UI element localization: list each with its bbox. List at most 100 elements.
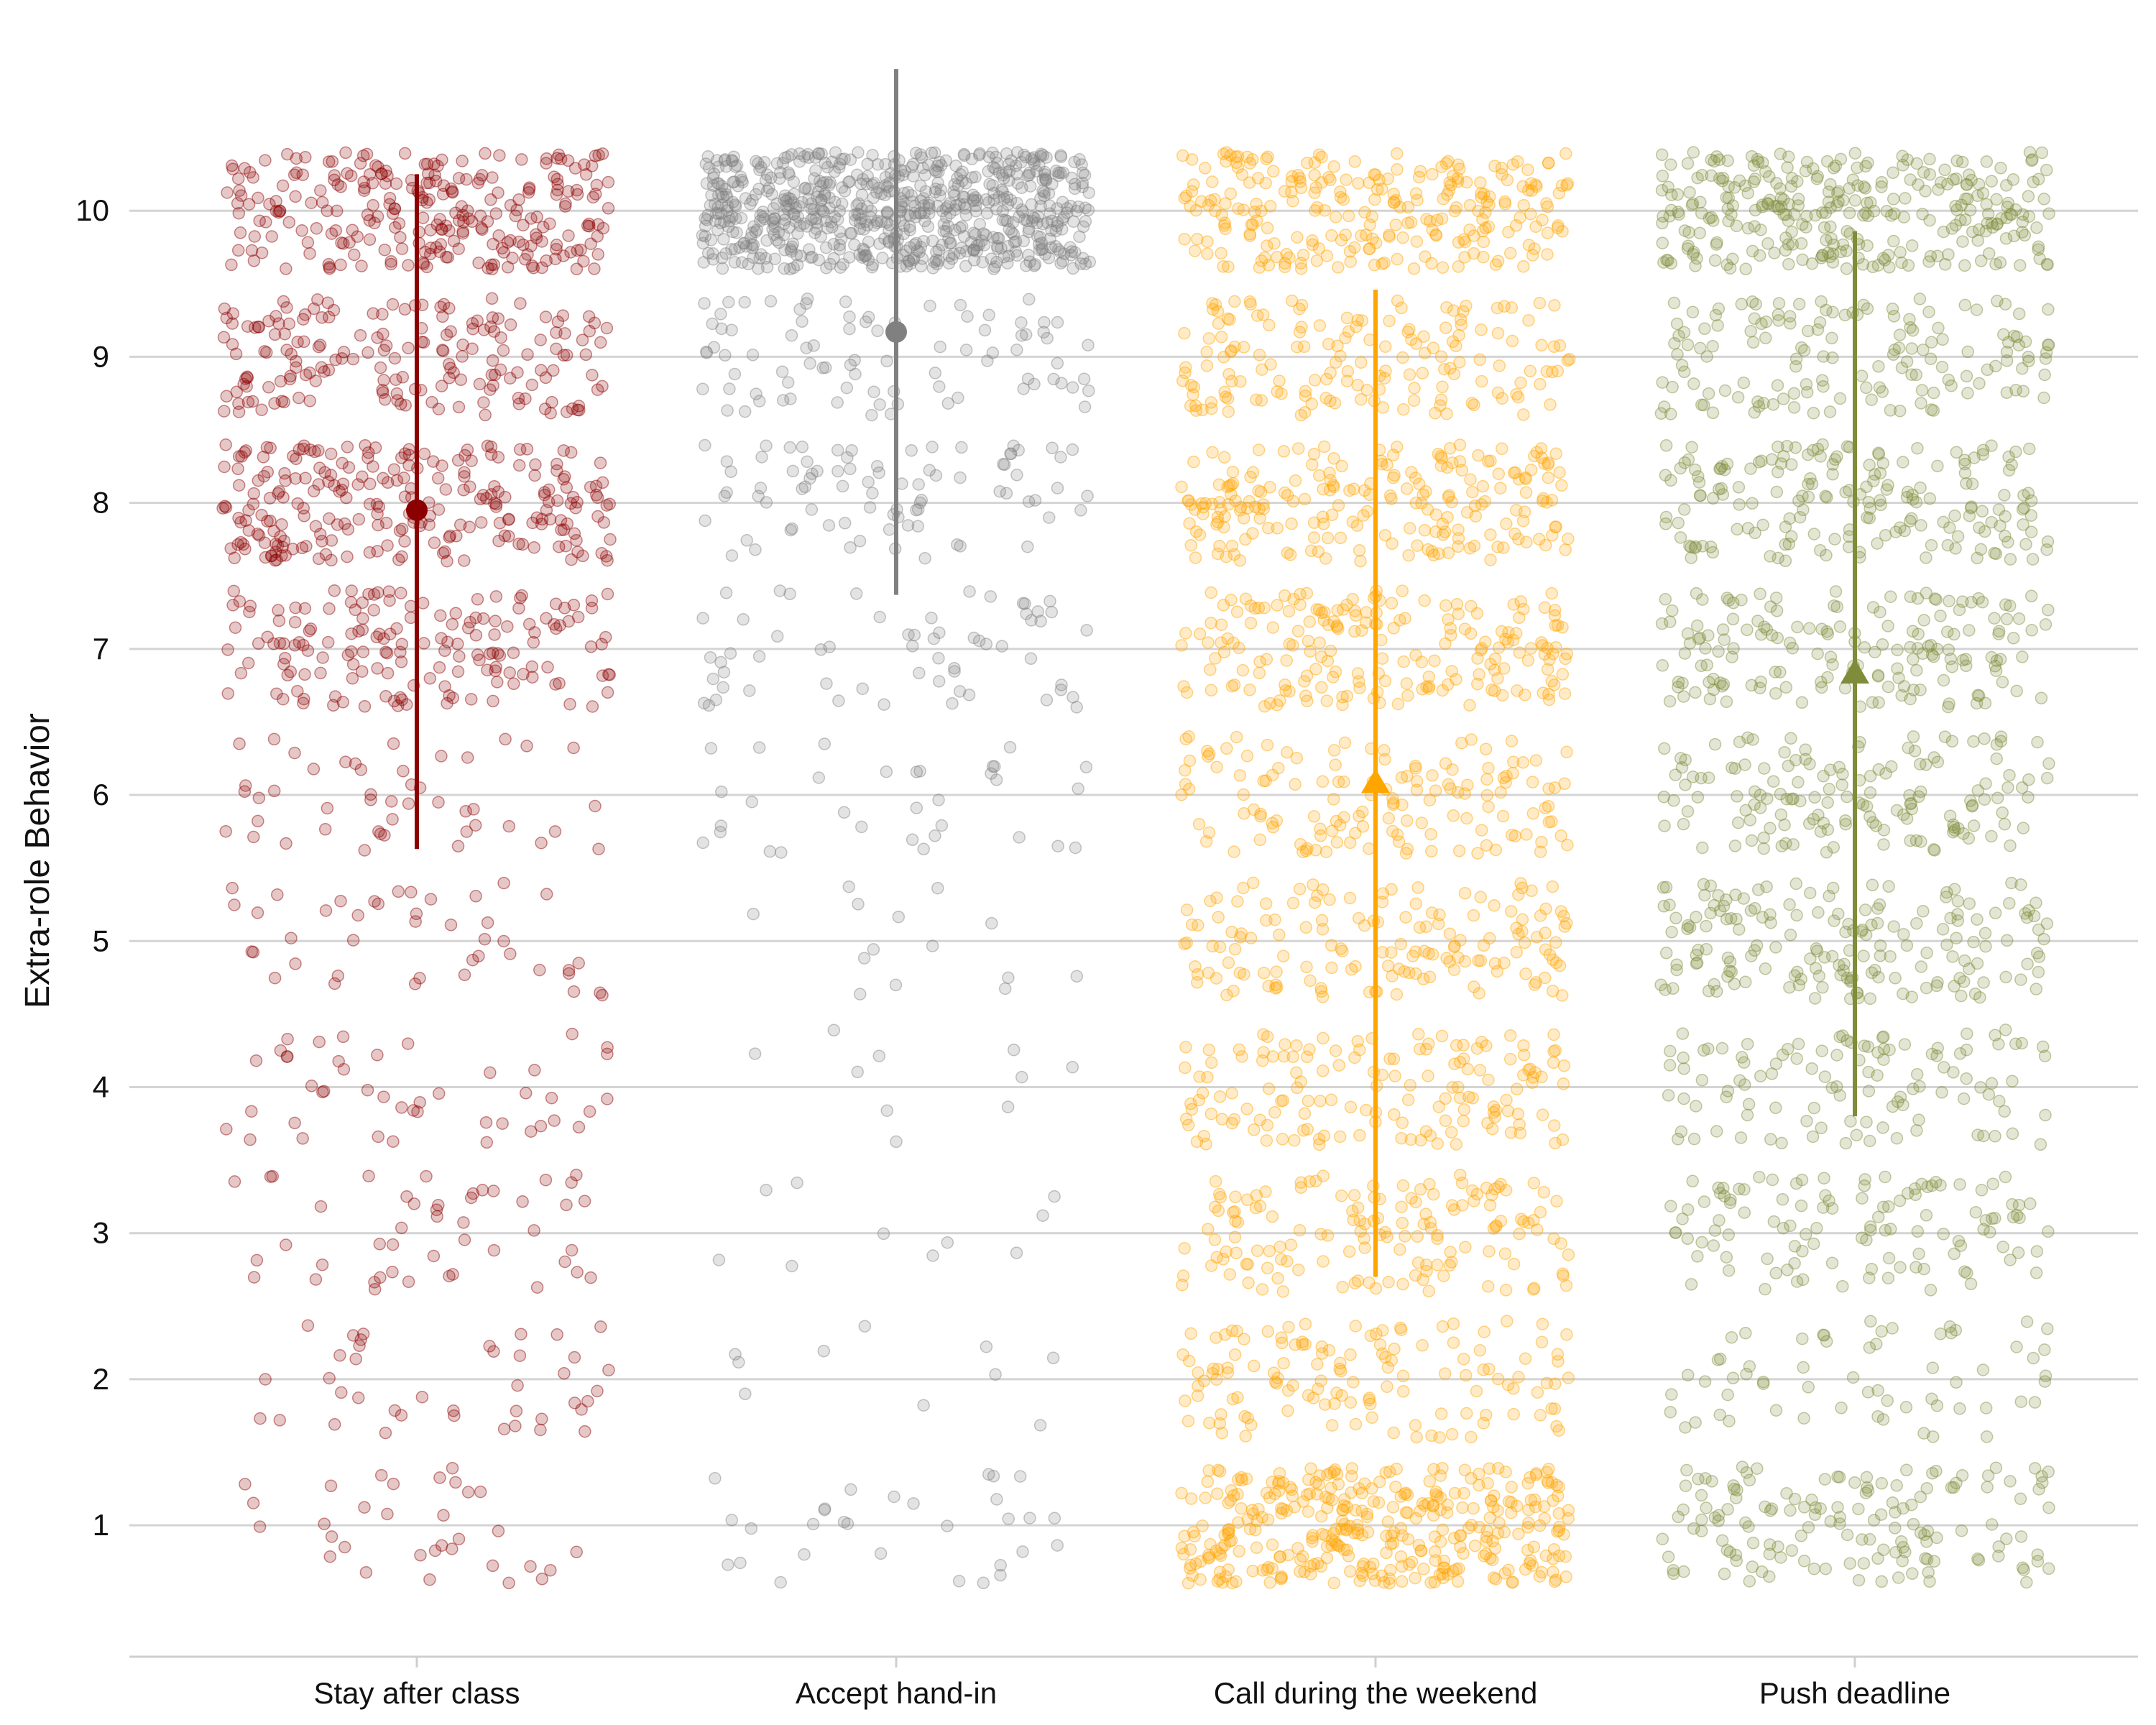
- data-point: [1215, 208, 1228, 221]
- data-point: [2010, 1340, 2023, 1353]
- data-point: [1010, 196, 1023, 210]
- data-point: [270, 195, 282, 208]
- data-point: [397, 472, 410, 484]
- data-point: [1227, 845, 1240, 858]
- data-point: [436, 344, 450, 357]
- data-point: [484, 448, 498, 461]
- data-point: [583, 1105, 596, 1118]
- data-point: [1458, 235, 1472, 249]
- data-point: [719, 188, 733, 201]
- data-point: [520, 443, 534, 456]
- data-point: [719, 586, 733, 599]
- data-point: [957, 147, 971, 161]
- data-point: [1865, 919, 1878, 932]
- data-point: [1886, 1100, 1899, 1113]
- data-point: [1477, 250, 1490, 264]
- data-point: [1396, 798, 1409, 811]
- data-point: [2006, 1075, 2019, 1088]
- data-point: [1357, 1558, 1370, 1570]
- data-point: [458, 470, 471, 483]
- data-point: [1178, 1242, 1191, 1255]
- data-point: [828, 211, 842, 224]
- data-point: [952, 1575, 966, 1588]
- data-point: [756, 211, 770, 224]
- data-point: [778, 208, 791, 221]
- data-point: [1458, 251, 1471, 264]
- data-point: [1218, 1538, 1231, 1552]
- data-point: [1049, 239, 1062, 253]
- data-point: [466, 317, 479, 330]
- data-point: [559, 197, 572, 211]
- data-point: [1082, 384, 1095, 397]
- data-point: [932, 254, 945, 267]
- data-point: [484, 1066, 497, 1080]
- data-point: [315, 1258, 329, 1271]
- data-point: [948, 661, 961, 675]
- data-point: [1229, 1190, 1242, 1204]
- data-point: [1474, 891, 1487, 903]
- data-point: [1017, 234, 1031, 248]
- data-point: [371, 331, 384, 344]
- data-point: [410, 907, 423, 921]
- data-point: [1201, 235, 1214, 248]
- data-point: [1835, 778, 1848, 791]
- data-point: [1283, 685, 1296, 698]
- data-point: [1218, 510, 1231, 523]
- data-point: [378, 829, 391, 842]
- data-point: [1875, 1477, 1889, 1490]
- data-point: [544, 407, 557, 420]
- data-point: [1978, 732, 1991, 745]
- data-point: [247, 830, 260, 844]
- data-point: [395, 1409, 408, 1422]
- data-point: [1559, 652, 1572, 666]
- data-point: [1044, 232, 1056, 246]
- data-point: [1016, 1545, 1029, 1558]
- data-point: [980, 193, 992, 206]
- data-point: [1815, 1121, 1828, 1135]
- data-point: [1915, 835, 1927, 848]
- data-point: [372, 897, 385, 911]
- data-point: [304, 622, 318, 635]
- data-point: [2042, 1562, 2055, 1576]
- data-point: [346, 934, 360, 947]
- data-point: [329, 224, 342, 237]
- data-point: [1276, 1094, 1290, 1107]
- data-point: [1399, 847, 1413, 860]
- data-point: [1891, 662, 1904, 675]
- data-point: [324, 469, 338, 482]
- data-point: [1074, 504, 1087, 517]
- data-point: [1056, 254, 1069, 268]
- data-point: [1753, 1170, 1766, 1184]
- data-point: [433, 245, 446, 258]
- data-point: [319, 904, 333, 917]
- data-point: [381, 666, 395, 680]
- data-point: [714, 819, 728, 832]
- data-point: [461, 622, 475, 635]
- data-point: [1351, 667, 1365, 680]
- data-point: [935, 819, 949, 832]
- data-point: [1681, 1368, 1695, 1381]
- data-point: [1805, 1062, 1818, 1075]
- data-point: [1276, 1285, 1290, 1298]
- data-point: [2007, 632, 2020, 645]
- data-point: [535, 836, 548, 850]
- data-point: [345, 645, 358, 658]
- data-point: [1181, 1118, 1195, 1131]
- data-point: [1484, 528, 1497, 541]
- data-point: [1497, 771, 1511, 785]
- data-point: [1910, 1067, 1924, 1081]
- data-point: [747, 239, 760, 252]
- data-point: [325, 1530, 338, 1543]
- data-point: [1179, 366, 1192, 380]
- data-point: [715, 180, 729, 193]
- data-point: [1993, 1095, 2006, 1108]
- data-point: [982, 196, 995, 209]
- data-point: [1465, 397, 1479, 410]
- data-point: [746, 349, 760, 362]
- data-point: [929, 185, 942, 198]
- data-point: [377, 344, 391, 356]
- data-point: [954, 471, 967, 484]
- data-point: [486, 311, 499, 324]
- data-point: [597, 516, 611, 529]
- data-point: [1425, 845, 1438, 858]
